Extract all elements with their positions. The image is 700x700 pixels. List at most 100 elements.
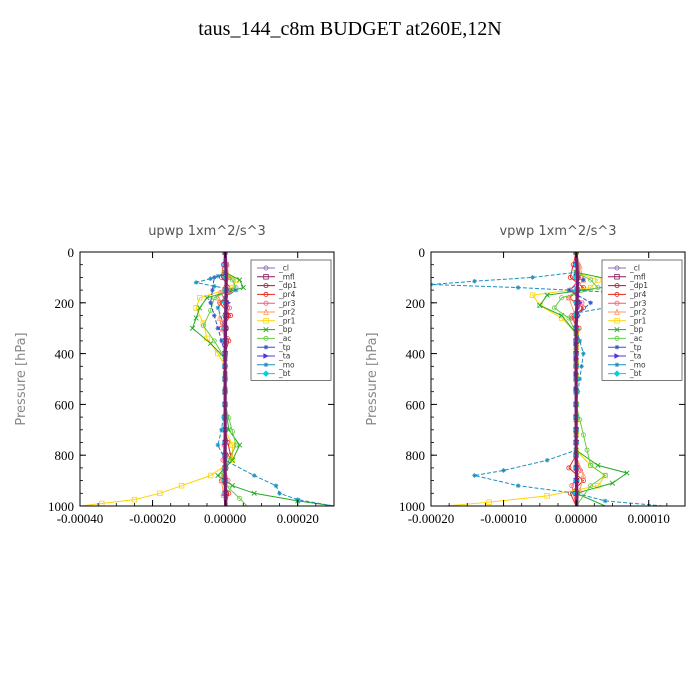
vpwp-plot: vpwp 1xm^2/s^3 Pressure [hPa] -0.00020 -0.0… [365, 224, 686, 526]
vpwp-legend-label: _ta [629, 352, 641, 361]
upwp-point-ac [211, 338, 217, 344]
vpwp-xtick-label: 0.00000 [555, 511, 597, 526]
upwp-legend-label: _ac [278, 334, 291, 343]
upwp-xtick-label: -0.00020 [129, 511, 176, 526]
vpwp-point-pr4 [567, 274, 573, 280]
upwp-point-pr1 [197, 295, 203, 301]
upwp-xtick-label: -0.00040 [57, 511, 104, 526]
upwp-point-mo [215, 273, 221, 279]
vpwp-point-bp [537, 302, 543, 308]
upwp-point-bp [204, 295, 210, 301]
upwp-legend-marker [263, 318, 269, 324]
upwp-point-mo [251, 473, 257, 478]
vpwp-point-pr1 [537, 302, 543, 309]
vpwp-point-mo [579, 364, 584, 369]
vpwp-point-pr4 [580, 478, 586, 484]
vpwp-point-ac [602, 473, 608, 478]
vpwp-legend-marker [614, 362, 620, 368]
upwp-point-pr1 [229, 442, 236, 448]
vpwp-point-mo [515, 285, 521, 290]
upwp-point-pr1 [157, 490, 163, 496]
vpwp-legend-marker [614, 300, 620, 306]
upwp-legend-label: _cl [278, 264, 289, 273]
vpwp-point-mo [501, 468, 506, 473]
vpwp-ytick-label: 0 [419, 245, 426, 260]
vpwp-point-ac [588, 462, 594, 468]
vpwp-ytick-label: 800 [406, 448, 426, 463]
vpwp-ylabel: Pressure [hPa] [365, 332, 380, 425]
vpwp-point-pr2 [576, 262, 583, 269]
upwp-ytick-label: 0 [68, 245, 75, 260]
upwp-ytick-label: 600 [55, 397, 75, 412]
upwp-point-mo [215, 442, 221, 448]
upwp-legend-marker [263, 283, 269, 289]
upwp-legend-marker [263, 274, 269, 280]
vpwp-xtick-label: -0.00020 [408, 511, 455, 526]
upwp-point-mo [208, 276, 213, 281]
vpwp-point-bp [609, 480, 616, 486]
upwp-ytick-label: 1000 [48, 499, 74, 514]
vpwp-legend-label: _bt [629, 369, 642, 378]
upwp-point-mo [273, 483, 279, 488]
upwp-point-pr1 [131, 496, 138, 503]
vpwp-legend-label: _ac [629, 334, 642, 343]
upwp-legend-marker [263, 362, 269, 368]
vpwp-legend-marker [614, 308, 620, 315]
vpwp-point-pr1 [595, 277, 601, 283]
vpwp-point-mo [581, 351, 586, 356]
upwp-point-bp [229, 457, 236, 463]
upwp-point-mo [219, 427, 224, 433]
vpwp-legend-label: _pr1 [629, 316, 647, 325]
upwp-point-mo [211, 283, 217, 289]
upwp-point-pr1 [229, 457, 236, 463]
upwp-xtick-label: 0.00000 [204, 511, 246, 526]
upwp-legend-label: _bt [278, 369, 291, 378]
upwp-legend-label: _pr2 [278, 308, 296, 317]
vpwp-point-mo [602, 498, 608, 504]
upwp-subtitle: upwp 1xm^2/s^3 [148, 224, 266, 239]
vpwp-legend-box [601, 259, 683, 381]
upwp-point-ac [200, 323, 206, 329]
vpwp-legend-marker [614, 274, 620, 280]
vpwp-legend-marker [613, 370, 621, 377]
vpwp-point-pr1 [544, 493, 550, 499]
vpwp-legend-label: _bp [629, 325, 644, 334]
upwp-point-ac [233, 442, 239, 448]
vpwp-point-ac [584, 447, 590, 453]
upwp-ytick-label: 200 [55, 296, 75, 311]
upwp-legend-marker [263, 291, 269, 297]
vpwp-ytick-label: 600 [406, 397, 426, 412]
upwp-point-ac [229, 277, 235, 283]
vpwp-point-pr4 [566, 465, 572, 471]
upwp-ytick-label: 800 [55, 448, 75, 463]
vpwp-point-ac [588, 277, 594, 283]
upwp-legend-marker [263, 265, 269, 271]
upwp-point-pr2 [216, 314, 223, 321]
upwp-legend-label: _tp [278, 343, 291, 352]
upwp-point-ac [229, 429, 235, 434]
upwp-legend-label: _mfl [278, 272, 295, 281]
upwp-point-tp [215, 325, 221, 331]
vpwp-point-ac [588, 483, 594, 489]
vpwp-point-pr2 [580, 471, 587, 479]
upwp-legend-box [250, 259, 332, 381]
vpwp-point-tp [581, 277, 586, 283]
upwp-legend: _cl_mfl_dp1_pr4_pr3_pr2_pr1_bp_ac_tp_ta_… [250, 259, 332, 381]
vpwp-legend-marker [614, 318, 620, 324]
vpwp-xtick-label: -0.00010 [480, 511, 527, 526]
upwp-point-pr1 [193, 305, 199, 311]
vpwp-legend-marker [614, 291, 620, 297]
upwp-point-bp [237, 277, 243, 283]
vpwp-legend-marker [614, 326, 620, 333]
upwp-legend-label: _ta [278, 352, 290, 361]
vpwp-legend-label: _dp1 [629, 281, 648, 290]
vpwp-legend-label: _pr3 [629, 299, 647, 308]
vpwp-legend-marker [614, 265, 620, 271]
vpwp-point-ac [551, 305, 557, 311]
upwp-point-mo [277, 491, 282, 496]
vpwp-point-bp [595, 462, 601, 468]
upwp-line-mo [195, 252, 334, 506]
vpwp-legend-label: _mo [629, 360, 646, 369]
